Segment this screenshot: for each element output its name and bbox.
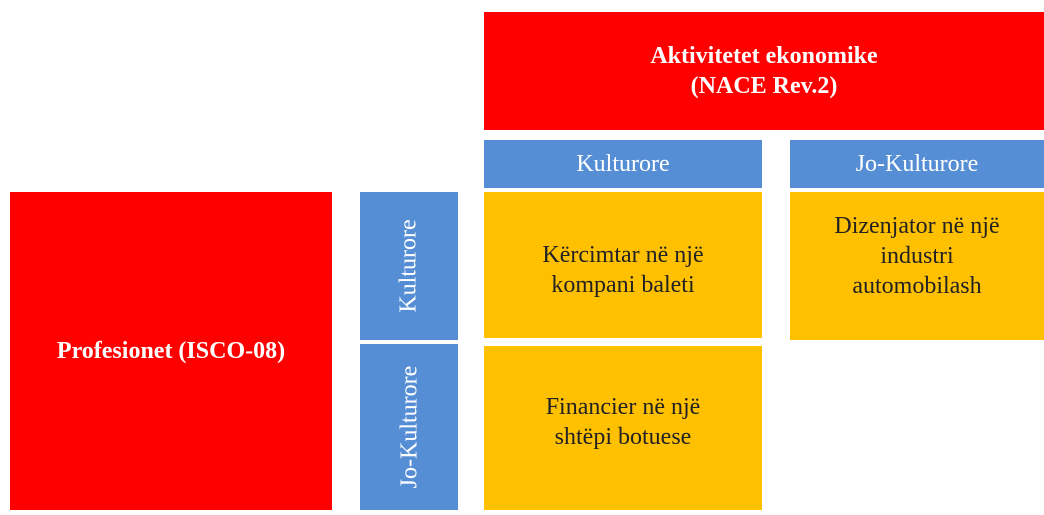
side-box: Profesionet (ISCO-08): [10, 192, 332, 510]
header-line: (NACE Rev.2): [690, 73, 838, 99]
cell-line: industri: [880, 243, 954, 269]
header-box: Aktivitetet ekonomike (NACE Rev.2): [484, 12, 1044, 130]
cell-line: Financier në një: [545, 394, 701, 420]
column-header: Jo-Kulturore: [790, 140, 1044, 188]
cell: Kërcimtar në një kompani baleti: [484, 192, 762, 338]
row-label: Jo-Kulturore: [396, 365, 423, 489]
column-label: Jo-Kulturore: [855, 151, 979, 177]
column-label: Kulturore: [576, 151, 670, 177]
side-title: Profesionet (ISCO-08): [56, 338, 286, 364]
header-line: Aktivitetet ekonomike: [650, 43, 878, 69]
cell-line: Kërcimtar në një: [542, 242, 704, 268]
cell-line: Dizenjator në një: [834, 213, 1000, 239]
row-header: Kulturore: [360, 192, 458, 340]
row-header: Jo-Kulturore: [360, 344, 458, 510]
column-header: Kulturore: [484, 140, 762, 188]
cell: Financier në një shtëpi botuese: [484, 346, 762, 510]
cell-line: kompani baleti: [551, 272, 695, 298]
row-label: Kulturore: [396, 219, 422, 313]
cell: Dizenjator në një industri automobilash: [790, 192, 1044, 340]
cell-line: automobilash: [852, 273, 982, 299]
cell-line: shtëpi botuese: [554, 424, 692, 450]
